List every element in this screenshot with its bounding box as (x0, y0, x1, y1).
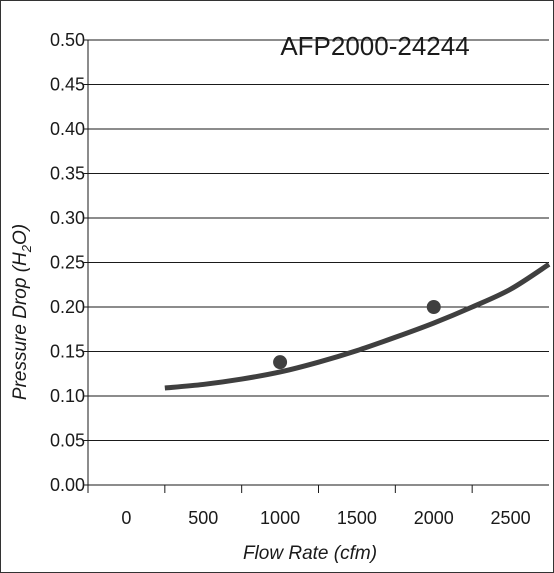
x-tick-label: 500 (188, 508, 218, 528)
x-tick-label: 2000 (414, 508, 454, 528)
y-tick-label: 0.30 (50, 208, 85, 228)
tick-labels: 0.00 0.05 0.10 0.15 0.20 0.25 0.30 0.35 0.40 0.45… (50, 30, 531, 528)
x-tick-label: 1500 (337, 508, 377, 528)
y-tick-label: 0.15 (50, 342, 85, 362)
y-tick-label: 0.20 (50, 297, 85, 317)
y-tick-label: 0.25 (50, 253, 85, 273)
y-tick-label: 0.00 (50, 475, 85, 495)
data-point (273, 355, 288, 370)
y-tick-label: 0.35 (50, 164, 85, 184)
x-tick-label: 2500 (491, 508, 531, 528)
y-axis-title-text: Pressure Drop (H (10, 252, 31, 400)
y-axis-title-subscript: 2 (19, 244, 34, 253)
chart-title: AFP2000-24244 (280, 31, 469, 61)
y-tick-label: 0.50 (50, 30, 85, 50)
data-point (426, 300, 441, 314)
y-tick-label: 0.10 (50, 386, 85, 406)
series (164, 262, 551, 391)
y-axis-title-text: O) (10, 224, 31, 245)
axes (83, 39, 473, 493)
series-line (164, 262, 551, 391)
y-tick-label: 0.05 (50, 431, 85, 451)
y-tick-label: 0.45 (50, 75, 85, 95)
x-tick-label: 0 (121, 508, 131, 528)
y-tick-label: 0.40 (50, 119, 85, 139)
y-axis-title: Pressure Drop (H2O) (10, 224, 34, 400)
x-tick-label: 1000 (260, 508, 300, 528)
x-axis-title: Flow Rate (cfm) (243, 543, 377, 564)
